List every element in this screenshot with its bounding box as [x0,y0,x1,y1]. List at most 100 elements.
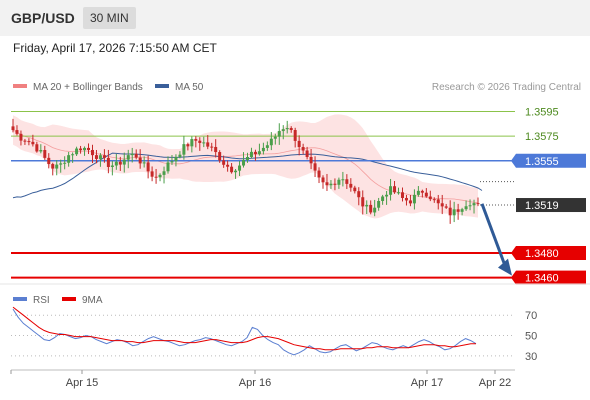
candle-body [190,139,194,147]
candle-body [122,159,126,165]
candle-body [341,179,345,181]
candle-body [206,142,210,147]
bollinger-band-area [13,114,478,219]
candle-body [357,191,361,198]
candle-body [79,148,83,151]
candle-body [373,207,377,213]
candle-body [277,131,281,137]
candle-body [265,145,269,148]
candle-body [309,156,313,164]
bollinger-bands [12,114,479,219]
candle-body [408,200,412,204]
timeframe-button[interactable]: 30 MIN [83,7,136,29]
candle-body [444,206,448,208]
candle-body [182,144,186,155]
candle-body [428,196,432,200]
x-tick-label: Apr 22 [479,377,511,389]
ma20-line [12,129,479,204]
candle-body [186,144,190,147]
candle-body [349,183,353,188]
main-legend: MA 20 + Bollinger Bands MA 50 [13,82,204,93]
candle-body [150,171,154,177]
candle-body [75,148,79,155]
candle-body [269,138,273,146]
candle-body [285,128,289,130]
candle-body [468,205,472,207]
candle-body [476,203,480,205]
candle-body [134,153,138,158]
candle-body [142,162,146,164]
candle-body [31,141,35,145]
candle-body [261,147,265,152]
candle-body [472,203,476,206]
rsi-tick-label-50: 50 [525,331,537,343]
x-tick-label: Apr 17 [411,377,443,389]
candle-body [317,170,321,178]
candle-body [39,150,43,152]
candle-body [369,204,373,213]
level-1-3595-label: 1.3595 [525,107,559,119]
candle-body [345,179,349,184]
candle-body [126,155,130,160]
candle-body [162,171,166,175]
candle-body [63,162,67,164]
level-1-3480-label-pointer [511,246,516,260]
candle-body [234,170,238,173]
legend-ma20-label: MA 20 + Bollinger Bands [33,82,143,93]
legend-ma50-label: MA 50 [175,82,204,93]
candle-body [166,162,170,172]
candle-body [194,139,198,141]
candle-body [67,155,71,163]
instrument-title: GBP/USD [11,10,75,26]
forecast-arrow-head [498,258,512,276]
candle-body [420,190,424,193]
rsi-tick-label-30: 30 [525,351,537,363]
candle-body [436,199,440,204]
candle-body [35,144,39,152]
candle-body [222,160,226,165]
candle-body [83,147,87,151]
candle-body [11,126,15,131]
price-levels [11,111,515,279]
candle-body [47,157,51,165]
candle-body [146,162,150,172]
candle-body [238,165,242,171]
candle-body [98,155,102,159]
candle-body [249,151,253,158]
candle-body [301,147,305,151]
candle-body [90,149,94,156]
legend-swatch-ma50 [155,84,169,88]
candle-body [377,201,381,208]
candle-body [448,207,452,216]
candle-body [102,155,106,158]
candle-body [71,154,75,156]
candle-body [385,194,389,197]
candle-body [273,136,277,139]
candle-body [178,154,182,157]
level-1-3460-label: 1.3460 [525,273,559,285]
candle-body [325,182,329,186]
candle-body [432,199,436,201]
chart-header: GBP/USD 30 MIN [0,0,590,36]
candle-body [218,152,222,161]
rsi-lines [12,306,477,356]
legend-9ma-label: 9MA [82,295,103,306]
candle-body [321,177,325,183]
level-1-3460-label-pointer [511,270,516,285]
candle-body [452,209,456,216]
candle-body [460,209,464,212]
candle-body [242,159,246,166]
candle-body [110,165,114,167]
candle-body [424,192,428,197]
candle-body [389,186,393,195]
candle-body [456,209,460,212]
candle-body [230,166,234,173]
forecast-arrow-line [480,203,507,267]
candle-body [416,190,420,195]
legend-rsi-label: RSI [33,295,50,306]
candle-body [365,204,369,207]
candle-body [15,130,19,134]
level-1-3519-label-box [516,198,586,213]
copyright-label: Research © 2026 Trading Central [432,82,581,93]
level-1-3555-label: 1.3555 [525,156,559,168]
